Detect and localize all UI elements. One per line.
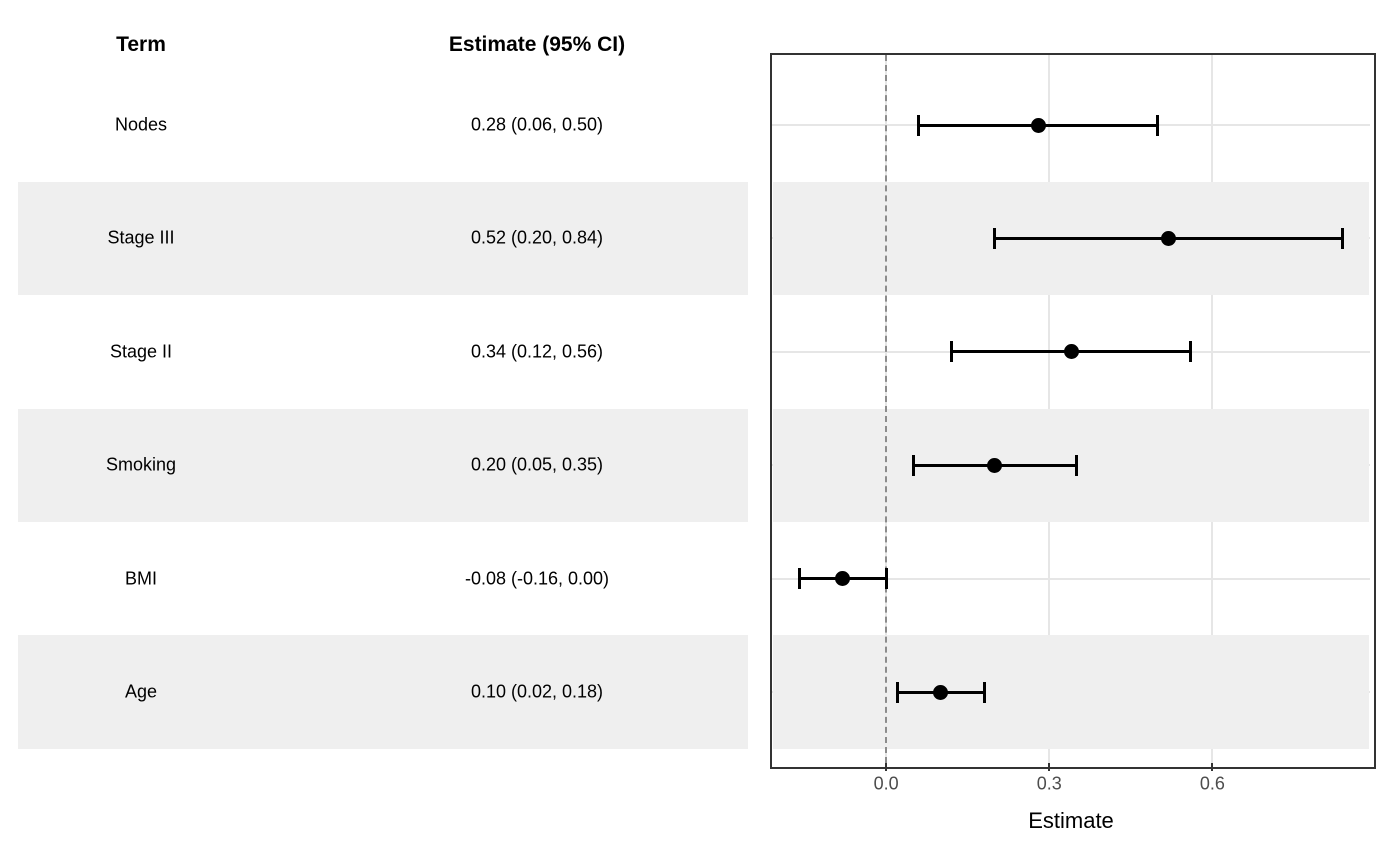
x-tick-mark [1048, 763, 1051, 771]
term-label: Stage II [109, 341, 173, 362]
x-tick-label: 0.3 [1036, 773, 1062, 794]
ci-cap [884, 568, 888, 590]
ci-cap [993, 227, 997, 249]
panel-stripe-band [773, 635, 1369, 749]
estimate-column-header: Estimate (95% CI) [448, 33, 626, 56]
row-stripe-band [18, 408, 748, 522]
ci-cap [949, 341, 953, 363]
estimate-point [835, 571, 851, 587]
estimate-value: -0.08 (-0.16, 0.00) [464, 568, 610, 589]
estimate-value: 0.34 (0.12, 0.56) [470, 341, 604, 362]
ci-cap [917, 114, 921, 136]
horizontal-gridline [772, 577, 1370, 580]
estimate-value: 0.28 (0.06, 0.50) [470, 114, 604, 135]
estimate-point [1063, 344, 1079, 360]
estimate-point [987, 457, 1003, 473]
row-stripe-band [18, 181, 748, 296]
x-tick-mark [1211, 763, 1214, 771]
ci-cap [1074, 454, 1078, 476]
ci-cap [1156, 114, 1160, 136]
term-label: BMI [124, 568, 158, 589]
ci-cap [1341, 227, 1345, 249]
ci-cap [797, 568, 801, 590]
row-stripe-band [18, 635, 748, 749]
ci-cap [982, 681, 986, 703]
ci-cap [911, 454, 915, 476]
ci-cap [895, 681, 899, 703]
estimate-point [1161, 230, 1177, 246]
estimate-value: 0.52 (0.20, 0.84) [470, 227, 604, 248]
estimate-point [933, 684, 949, 700]
ci-cap [1189, 341, 1193, 363]
estimate-point [1030, 117, 1046, 133]
x-axis-title: Estimate [1028, 808, 1114, 833]
x-tick-label: 0.0 [873, 773, 899, 794]
estimate-value: 0.10 (0.02, 0.18) [470, 681, 604, 702]
x-tick-mark [885, 763, 888, 771]
term-label: Nodes [114, 114, 168, 135]
estimate-value: 0.20 (0.05, 0.35) [470, 454, 604, 475]
term-column-header: Term [116, 33, 166, 56]
term-label: Stage III [107, 227, 175, 248]
x-tick-label: 0.6 [1199, 773, 1225, 794]
term-label: Smoking [105, 454, 177, 475]
zero-reference-line [885, 55, 888, 763]
term-label: Age [124, 681, 158, 702]
